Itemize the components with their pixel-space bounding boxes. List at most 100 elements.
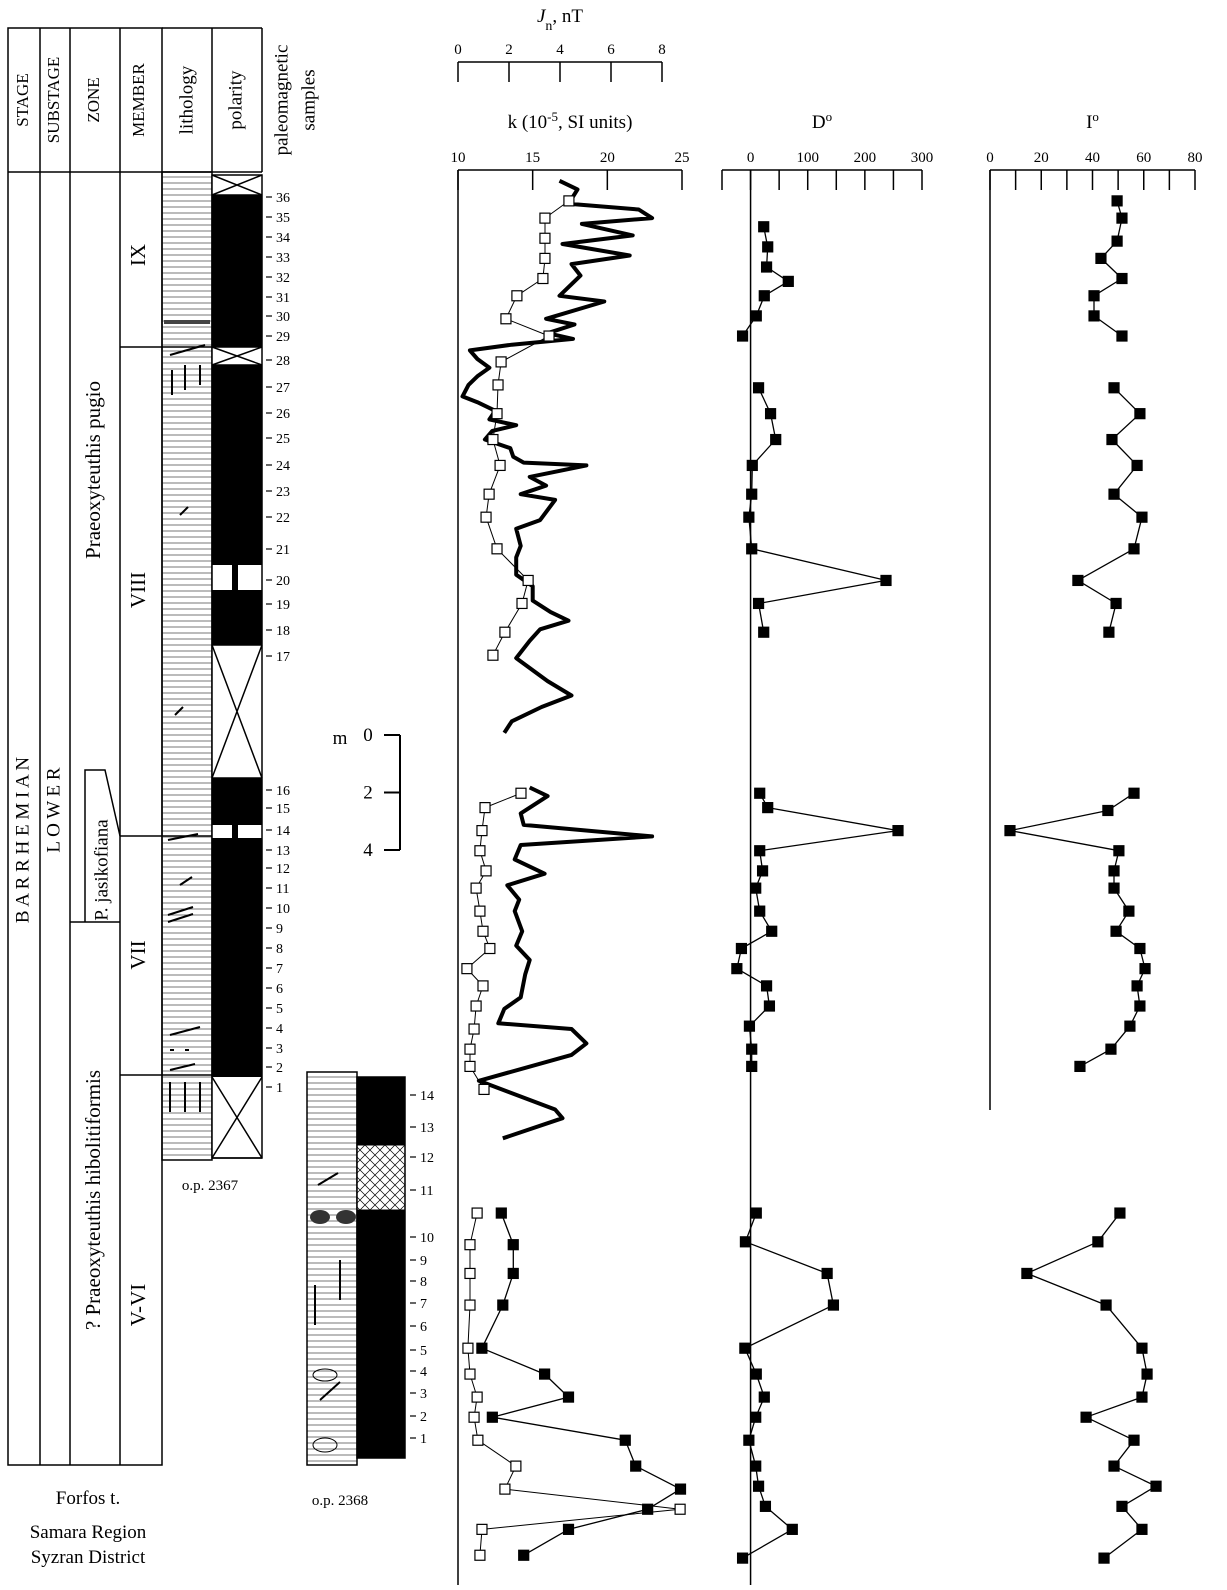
sample-label: 9: [276, 922, 283, 937]
profile-line: [1009, 200, 1157, 1559]
sample-label: 36: [276, 191, 290, 206]
sample-label: 8: [276, 942, 283, 957]
header: samples: [298, 69, 319, 130]
sample-label: 4: [276, 1022, 283, 1037]
data-point: [1110, 597, 1122, 610]
data-point: [1100, 1299, 1112, 1311]
sample-label: 20: [276, 574, 290, 589]
sample-label: 10: [420, 1231, 434, 1246]
axis-label: k (10-5, SI units): [508, 109, 633, 134]
sample-label: 7: [420, 1297, 427, 1312]
section-label: o.p. 2367: [182, 1178, 239, 1194]
tick-label: 0: [986, 150, 994, 166]
data-point: [464, 1267, 476, 1280]
data-point: [474, 845, 486, 857]
data-point: [1131, 980, 1143, 992]
tick-label: 20: [600, 150, 615, 166]
data-point: [461, 963, 473, 975]
sample-label: 31: [276, 291, 290, 306]
data-point: [758, 1391, 770, 1403]
data-point: [1116, 330, 1128, 342]
sample-label: 22: [276, 511, 290, 526]
location: Samara Region: [30, 1522, 147, 1543]
data-point: [464, 1060, 476, 1073]
data-point: [1092, 1236, 1104, 1248]
data-point: [1074, 1060, 1086, 1073]
data-point: [746, 1043, 758, 1055]
data-point: [1136, 1391, 1148, 1403]
data-point: [494, 459, 506, 472]
data-point: [499, 1483, 511, 1495]
data-point: [763, 1000, 776, 1012]
data-point: [562, 1391, 575, 1403]
data-point: [821, 1267, 833, 1280]
sample-label: 15: [276, 802, 290, 817]
data-point: [562, 1523, 575, 1535]
data-point: [479, 802, 491, 814]
header: lithology: [176, 65, 197, 134]
data-point: [743, 1434, 755, 1446]
data-point: [1021, 1267, 1033, 1280]
sample-label: 27: [276, 381, 290, 396]
member: IX: [126, 244, 150, 266]
data-point: [762, 241, 774, 253]
data-point: [1124, 1020, 1136, 1032]
data-point: [539, 212, 551, 224]
data-point: [746, 459, 758, 472]
data-point: [1102, 804, 1114, 817]
data-point: [470, 1000, 482, 1012]
sample-label: 26: [276, 407, 290, 422]
data-point: [539, 252, 551, 264]
data-point: [477, 925, 489, 937]
sample-label: 12: [420, 1151, 434, 1166]
sample-label: 14: [276, 824, 290, 839]
tick-label: 6: [607, 42, 615, 58]
substage: L O W E R: [43, 767, 64, 852]
sample-label: 9: [420, 1254, 427, 1269]
data-point: [752, 1480, 765, 1492]
data-point: [1088, 290, 1100, 302]
data-point: [495, 1207, 507, 1219]
data-point: [752, 597, 765, 610]
axis-label-part: -5: [547, 109, 558, 124]
data-point: [476, 1523, 488, 1535]
sample-label: 18: [276, 624, 290, 639]
data-point: [766, 925, 778, 937]
column-labels: STAGE SUBSTAGE ZONE MEMBER lithology pol…: [12, 45, 368, 1568]
data-point: [1113, 845, 1125, 857]
data-point: [474, 905, 486, 917]
tick-label: 0: [454, 42, 462, 58]
axis-label-part: D: [812, 112, 826, 133]
scale-unit: m: [333, 728, 348, 749]
data-point: [497, 1299, 509, 1311]
data-point: [539, 232, 551, 244]
tick-label: 80: [1188, 150, 1203, 166]
data-point: [827, 1299, 840, 1311]
axis-label-part: n: [545, 19, 552, 34]
sample-label: 24: [276, 459, 290, 474]
tick-label: 15: [525, 150, 540, 166]
tick-label: 40: [1085, 150, 1100, 166]
sample-label: 34: [276, 231, 290, 246]
profile-line: [466, 200, 681, 1556]
data-point: [764, 408, 777, 420]
data-point: [499, 626, 511, 638]
sample-label: 16: [276, 784, 290, 799]
tick-label: 100: [796, 150, 819, 166]
sample-label: 10: [276, 902, 290, 917]
data-point: [1111, 235, 1123, 247]
axis-label: Jn, nT: [537, 6, 583, 34]
sample-label: 4: [420, 1365, 427, 1380]
data-point: [736, 330, 749, 342]
data-point: [1134, 1000, 1146, 1012]
data-point: [1108, 382, 1120, 394]
section-label: o.p. 2368: [312, 1493, 368, 1509]
tick-label: 60: [1136, 150, 1151, 166]
data-point: [1095, 252, 1107, 264]
sample-label: 6: [276, 982, 283, 997]
data-point: [754, 905, 766, 917]
sample-label: 23: [276, 485, 290, 500]
data-point: [471, 1391, 483, 1403]
